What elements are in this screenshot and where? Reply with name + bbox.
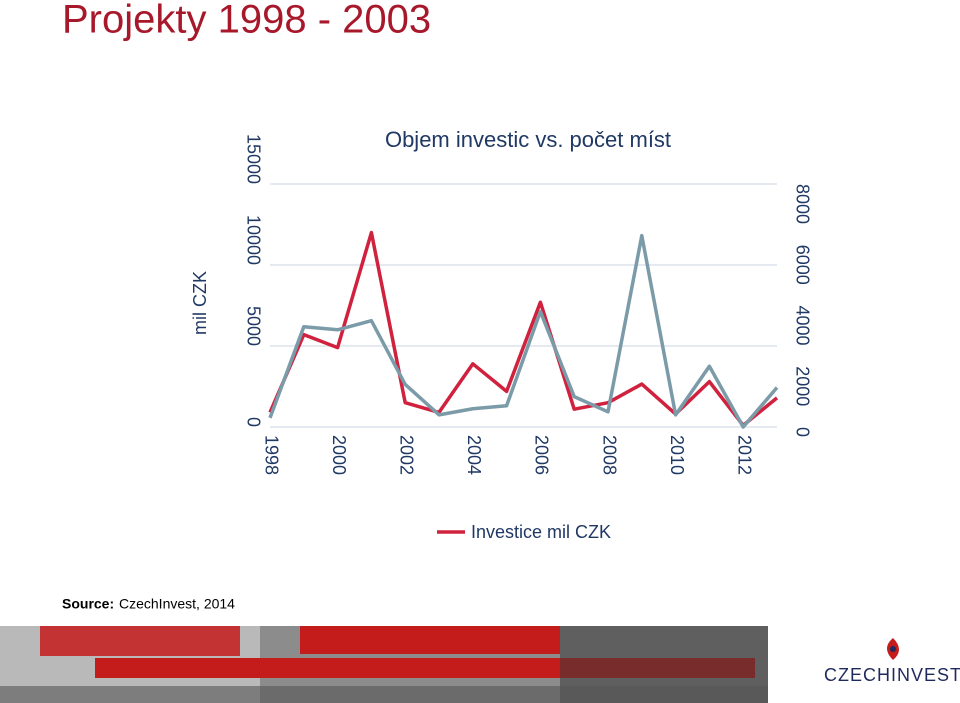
y2-tick-label: 2000: [792, 366, 812, 406]
logo-mark: [890, 646, 896, 652]
logo-text: CZECHINVEST: [824, 665, 960, 685]
y-tick-label: 10000: [243, 215, 263, 265]
y2-tick-label: 4000: [792, 306, 812, 346]
slide-title: Projekty 1998 - 2003: [62, 0, 431, 42]
data-line: [268, 233, 779, 429]
chart-title: Objem investic vs. počet míst: [385, 127, 671, 152]
y-tick-label: 0: [243, 417, 263, 427]
photo-banner: [0, 626, 899, 703]
y2-tick-label: 8000: [792, 184, 812, 224]
y-axis-label: mil CZK: [190, 271, 210, 335]
y2-tick-label: 0: [792, 427, 812, 437]
x-tick-label: 2012: [734, 435, 754, 475]
y2-tick-label: 6000: [792, 245, 812, 285]
legend-label: Investice mil CZK: [471, 522, 611, 542]
x-tick-label: 1998: [261, 435, 281, 475]
source-text: CzechInvest, 2014: [119, 596, 235, 612]
source-label: Source:: [62, 596, 114, 612]
x-tick-label: 2004: [464, 435, 484, 475]
y-tick-label: 15000: [243, 134, 263, 184]
x-tick-label: 2002: [396, 435, 416, 475]
x-tick-label: 2000: [329, 435, 349, 475]
data-line: [268, 230, 779, 428]
banner-red: [300, 626, 560, 654]
x-tick-label: 2010: [667, 435, 687, 475]
x-tick-label: 2006: [532, 435, 552, 475]
banner-red: [40, 626, 240, 656]
banner-dark: [0, 686, 768, 703]
y-tick-label: 5000: [243, 306, 263, 346]
x-tick-label: 2008: [599, 435, 619, 475]
